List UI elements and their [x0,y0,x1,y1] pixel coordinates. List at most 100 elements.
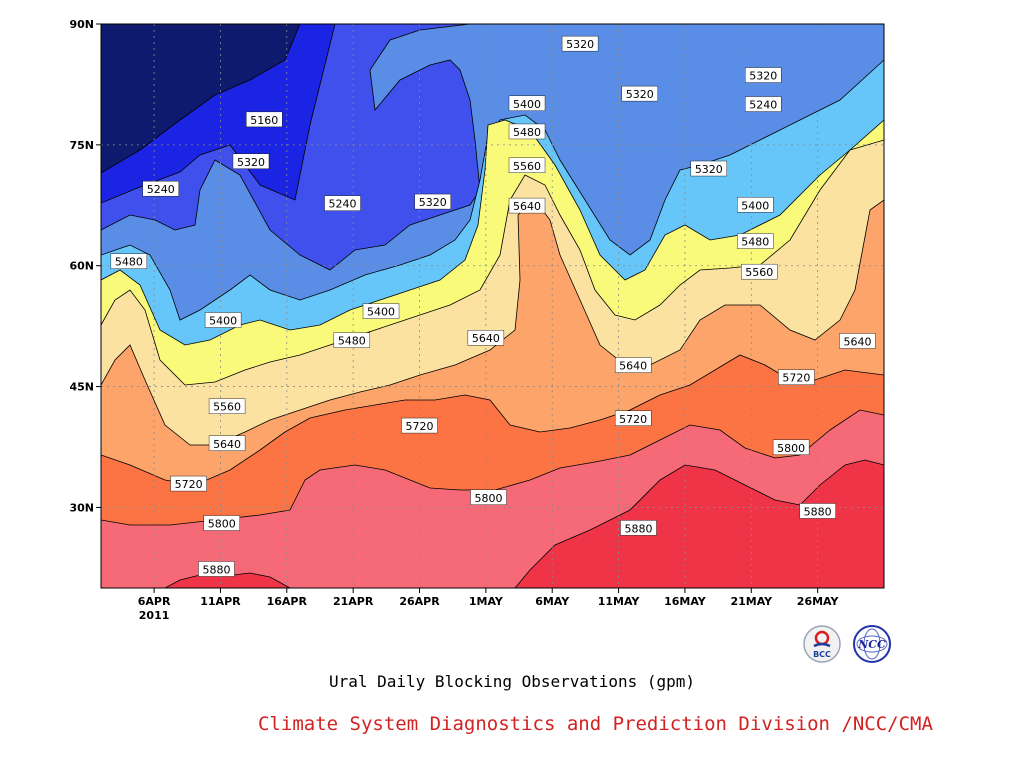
svg-text:5880: 5880 [624,522,652,535]
svg-text:5640: 5640 [843,335,871,348]
svg-text:5800: 5800 [777,442,805,455]
contour-label-3: 5240 [324,195,361,211]
svg-text:5400: 5400 [209,315,237,328]
svg-text:5400: 5400 [741,199,769,212]
x-tick-label-7: 11MAY [598,595,641,608]
svg-text:5240: 5240 [147,183,175,196]
svg-text:5480: 5480 [513,126,541,139]
ncc-logo-text: NCC [857,638,886,651]
x-tick-label-3: 21APR [333,595,374,608]
svg-text:5800: 5800 [475,492,503,505]
contour-label-24: 5640 [208,435,246,451]
contour-label-34: 5880 [799,503,836,519]
contour-label-16: 5560 [741,263,778,280]
svg-text:5320: 5320 [419,196,447,209]
svg-text:5320: 5320 [695,163,723,176]
chart-caption: Ural Daily Blocking Observations (gpm) [328,672,696,691]
contour-label-30: 5800 [203,515,240,531]
svg-text:5720: 5720 [175,478,203,491]
x-tick-label-6: 6MAY [535,595,570,608]
contour-label-32: 5800 [772,439,810,456]
x-year-label: 2011 [139,609,170,622]
fill-band-10 [164,459,884,588]
svg-text:5640: 5640 [213,438,241,451]
contour-label-19: 5400 [204,312,242,328]
axis-ticks: 6APR 11APR 16APR 21APR 26APR 1MAY 6MAY 11MAY 16M… [69,18,839,622]
contour-labels: 5160 5240 5320 5240 5320 5320 5400 5320 5480 5560… [110,35,876,577]
ncc-logo-icon: NCC [853,625,891,663]
svg-text:5320: 5320 [626,88,654,101]
x-tick-label-4: 26APR [399,595,440,608]
contour-label-18: 5480 [110,253,148,269]
logos: BCC NCC [803,625,891,663]
contour-label-21: 5480 [333,332,371,348]
contour-label-13: 5320 [690,160,728,177]
contour-label-12: 5240 [745,96,782,112]
contour-label-28: 5720 [778,369,815,385]
contour-fills [101,24,884,588]
svg-text:5160: 5160 [250,114,278,127]
svg-text:5560: 5560 [213,401,241,414]
svg-text:5400: 5400 [513,98,541,111]
x-tick-label-8: 16MAY [664,595,707,608]
contour-label-31: 5800 [470,489,507,505]
y-tick-label-0: 30N [69,501,94,514]
svg-text:5720: 5720 [782,372,810,385]
x-tick-label-2: 16APR [267,595,308,608]
y-tick-label-1: 45N [69,381,94,394]
y-tick-label-3: 75N [69,139,94,152]
svg-text:5320: 5320 [749,70,777,83]
contour-label-1: 5240 [142,180,179,197]
svg-text:5320: 5320 [566,38,594,51]
svg-text:5560: 5560 [513,160,541,173]
credit-line: Climate System Diagnostics and Predictio… [258,713,933,735]
contour-label-22: 5640 [467,330,505,346]
contour-label-4: 5320 [414,193,451,210]
svg-text:5640: 5640 [513,200,541,213]
x-tick-label-10: 26MAY [797,595,840,608]
contour-label-33: 5880 [620,520,657,536]
contour-label-9: 5560 [508,157,546,174]
x-tick-label-0: 6APR [138,595,171,608]
grid-lines [101,24,884,588]
contour-label-11: 5320 [745,67,782,83]
x-tick-label-9: 21MAY [730,595,773,608]
svg-text:5720: 5720 [619,413,647,426]
svg-text:5240: 5240 [749,99,777,112]
contour-label-25: 5720 [401,417,438,434]
contour-label-17: 5640 [839,333,876,349]
svg-text:5320: 5320 [237,156,265,169]
svg-text:5800: 5800 [208,518,236,531]
contour-label-5: 5320 [561,35,599,52]
contour-label-20: 5400 [362,303,400,319]
svg-text:5480: 5480 [115,256,143,269]
plot-frame [100,23,885,589]
x-tick-label-5: 1MAY [469,595,504,608]
contour-label-15: 5480 [737,233,774,249]
contour-label-23: 5560 [208,398,246,414]
contour-label-0: 5160 [246,111,283,128]
svg-text:5720: 5720 [406,420,434,433]
y-tick-label-2: 60N [69,260,94,273]
contour-label-7: 5320 [621,85,659,102]
x-tick-label-1: 11APR [200,595,241,608]
contour-label-10: 5640 [508,197,546,214]
contour-label-35: 5880 [198,561,235,577]
contour-label-6: 5400 [508,95,546,111]
contour-label-2: 5320 [232,153,270,169]
svg-text:5880: 5880 [202,563,230,576]
svg-text:5480: 5480 [338,335,366,348]
bcc-logo-icon: BCC [803,625,841,663]
svg-text:5640: 5640 [472,332,500,345]
contour-label-26: 5640 [614,357,652,373]
contour-label-29: 5720 [170,475,207,492]
svg-text:5240: 5240 [329,198,357,211]
contour-label-27: 5720 [614,410,652,426]
contour-label-14: 5400 [737,197,774,213]
contour-label-8: 5480 [508,123,546,140]
svg-text:5400: 5400 [367,306,395,319]
bcc-logo-text: BCC [813,650,831,659]
svg-text:5880: 5880 [804,505,832,518]
svg-text:5640: 5640 [619,360,647,373]
